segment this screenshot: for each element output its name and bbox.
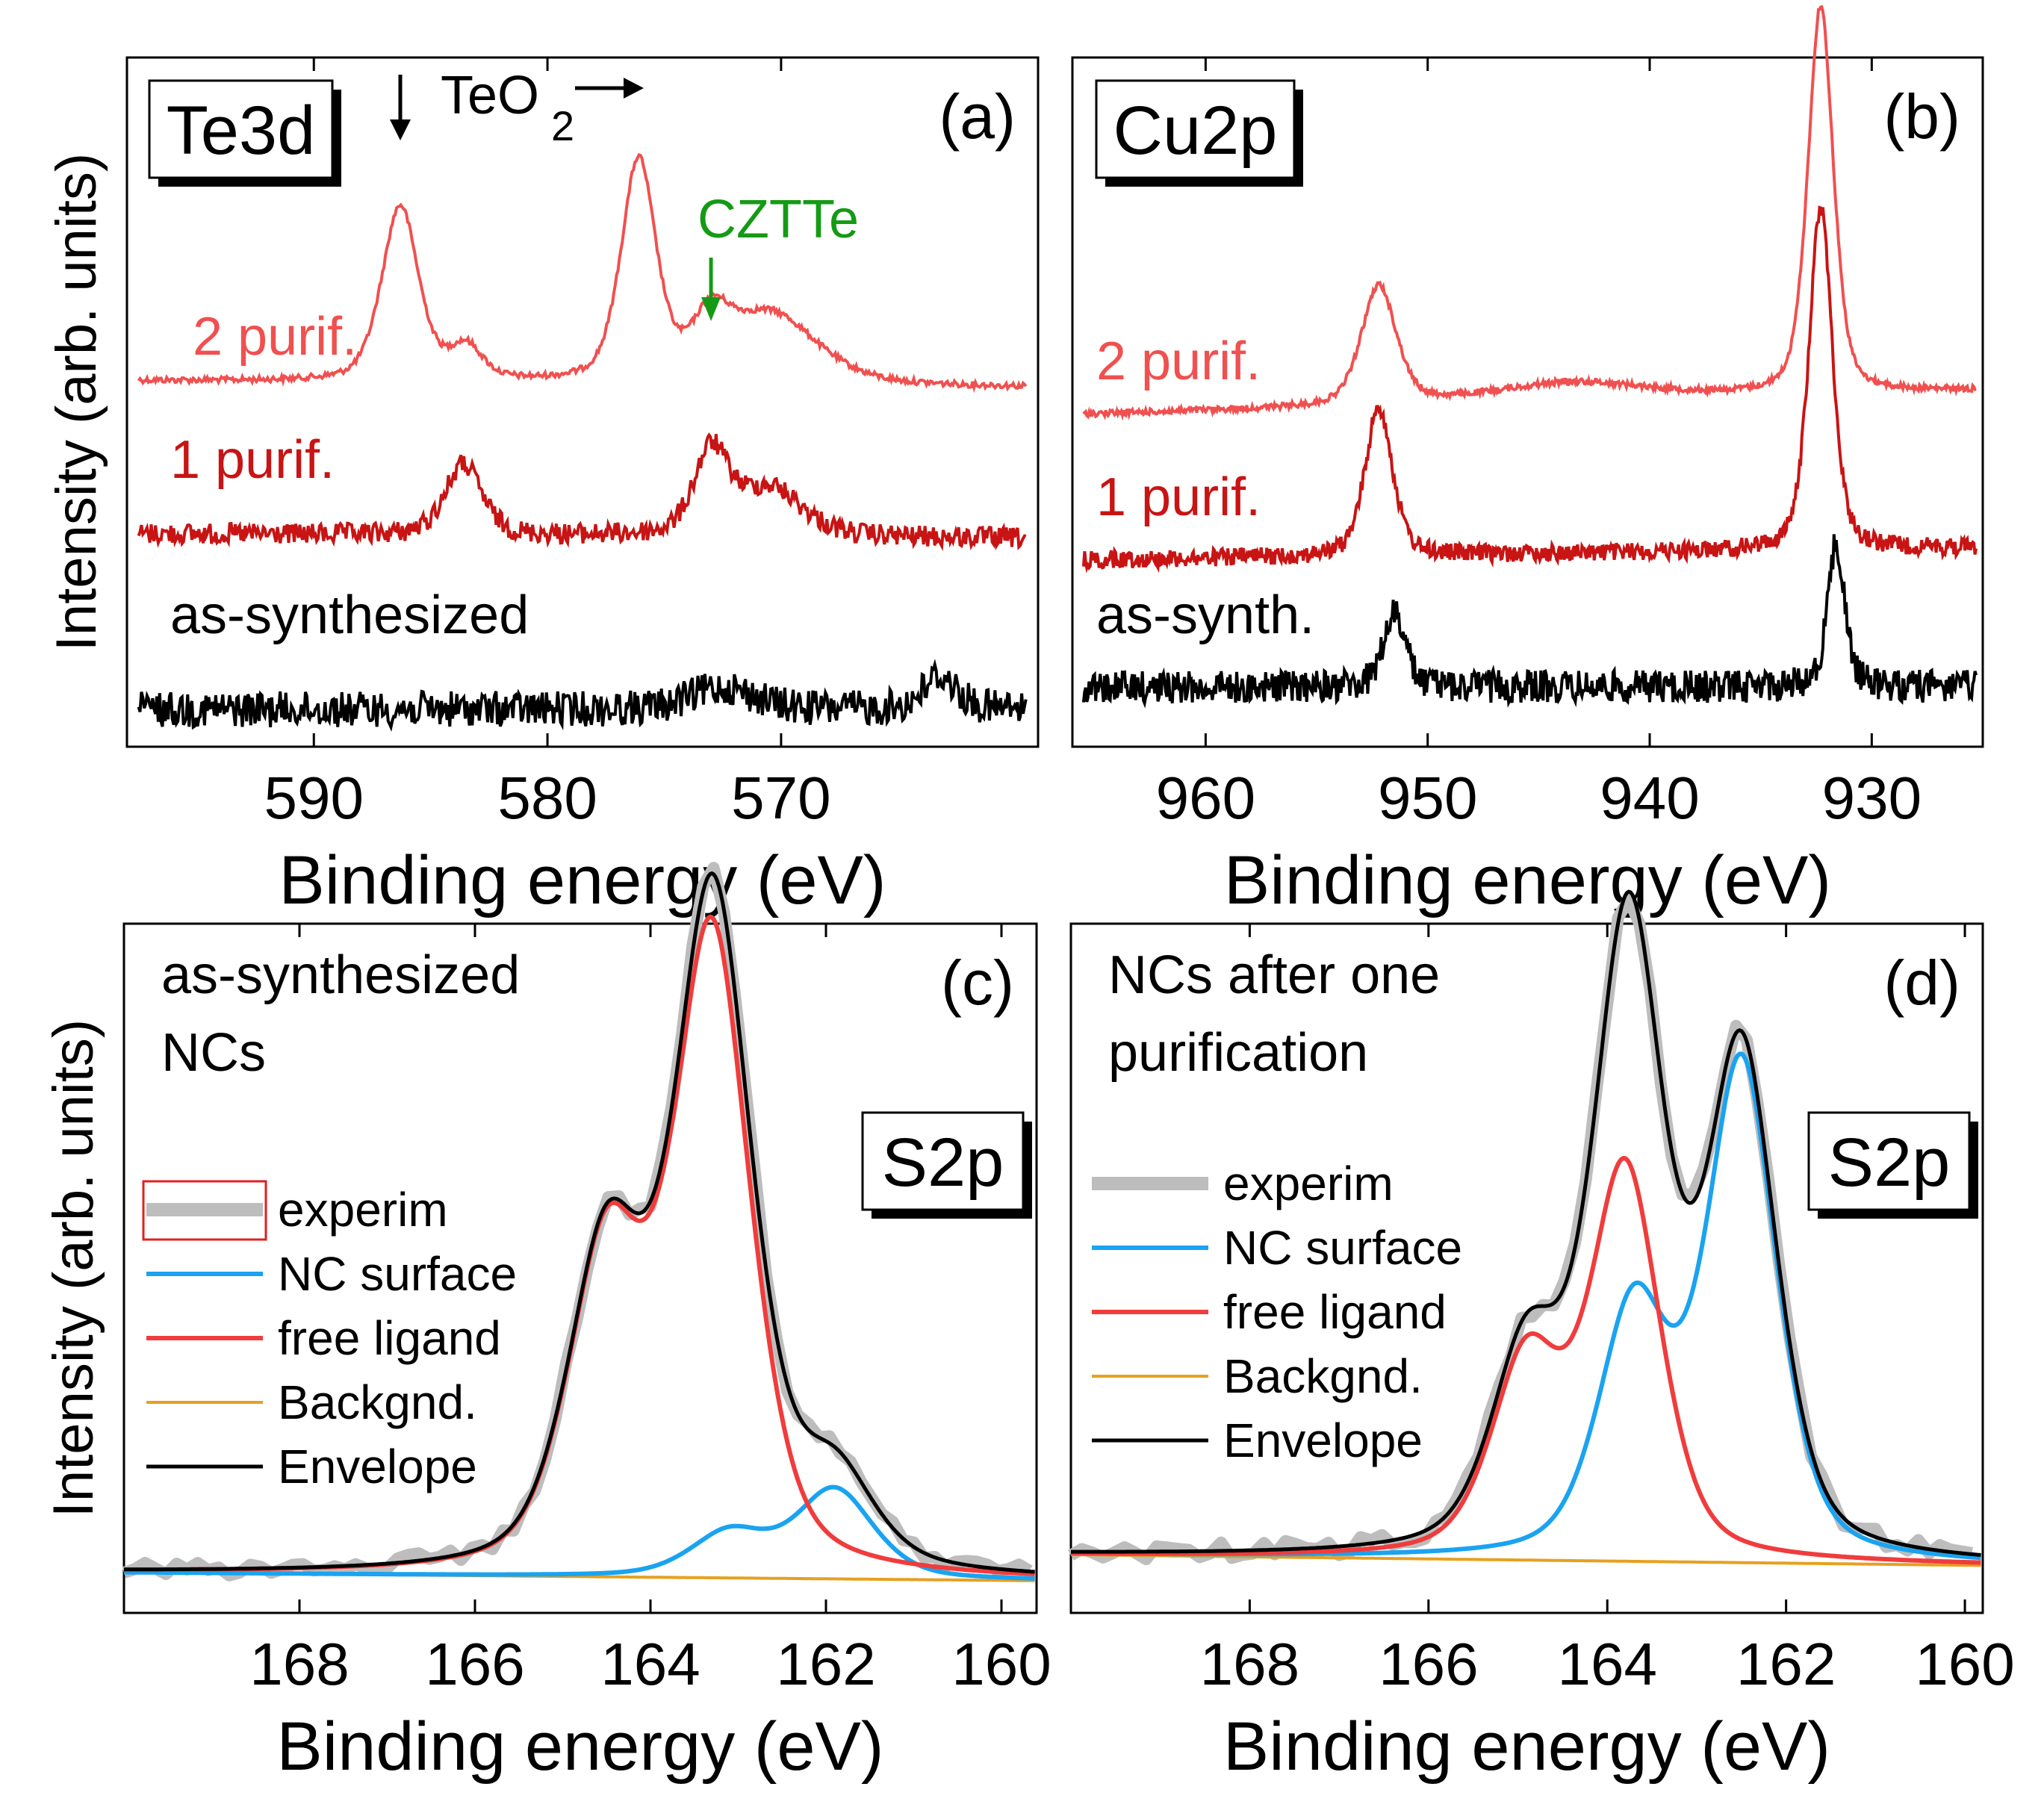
panel-a-panel-label: (a) <box>939 81 1016 152</box>
panel-b-xtick-label: 950 <box>1378 765 1477 831</box>
panel-d-title-line: purification <box>1108 1023 1368 1083</box>
panel-d-background-trace <box>1070 1553 1981 1567</box>
box-label-frame <box>148 79 334 179</box>
panel-d-xtick-label: 168 <box>1200 1631 1299 1697</box>
annotation-teo2-subscript: 2 <box>551 102 574 149</box>
panel-c-panel-label: (c) <box>941 948 1014 1018</box>
panel-c-legend-label: Backgnd. <box>278 1375 477 1429</box>
panel-c-xtick-label: 160 <box>951 1631 1051 1697</box>
panel-b-trace-label-2: 1 purif. <box>1096 467 1261 527</box>
panel-a-trace-label-1: 2 purif. <box>193 307 357 367</box>
panel-d-panel-label: (d) <box>1883 948 1960 1018</box>
panel-a-trace-1 <box>137 152 1028 394</box>
panel-a-xtick-label: 570 <box>731 765 830 831</box>
panel-c-legend-highlight <box>142 1180 267 1241</box>
panel-c-title: as-synthesized NCs <box>161 945 520 1083</box>
box-label-frame <box>1807 1111 1971 1211</box>
arrow-down-icon <box>701 297 721 321</box>
panel-b-trace-3 <box>1081 534 1978 709</box>
panel-c-plot-frame <box>122 922 1038 1614</box>
panel-d-legend-label: Backgnd. <box>1223 1349 1423 1403</box>
panel-d-title-line: NCs after one <box>1108 945 1440 1005</box>
panel-d-free-ligand-trace <box>1071 1155 1981 1565</box>
panel-a-trace-label-3: as-synthesized <box>170 585 529 645</box>
panel-d-xtick-label: 162 <box>1736 1631 1836 1697</box>
box-label-text: S2p <box>882 1125 1004 1201</box>
arrow-down-icon <box>390 119 411 140</box>
box-label-frame <box>1095 79 1296 179</box>
panel-c-legend-label: NC surface <box>278 1247 517 1301</box>
panel-c-xtick-label: 162 <box>776 1631 875 1697</box>
panel-d-legend-label: NC surface <box>1223 1221 1462 1275</box>
panel-a-trace-label-2: 1 purif. <box>170 430 335 490</box>
panel-c-title-line: as-synthesized <box>161 945 520 1005</box>
panel-c-xtick-label: 164 <box>600 1631 700 1697</box>
panel-b-trace-label-1: 2 purif. <box>1096 332 1261 391</box>
panel-d-x-axis-label: Binding energy (eV) <box>1223 1708 1830 1785</box>
box-label-text: S2p <box>1828 1125 1951 1201</box>
panel-c-legend-label: experim <box>278 1183 448 1237</box>
panel-c-free-ligand-trace <box>124 914 1035 1576</box>
panel-a-trace-3 <box>137 659 1028 733</box>
panel-c-xtick-label: 168 <box>249 1631 349 1697</box>
panel-c-nc-surface-trace <box>124 1484 1035 1581</box>
panel-b-box-label: Cu2p <box>1095 79 1303 187</box>
panel-d-legend-label: free ligand <box>1223 1285 1447 1339</box>
panel-b-xtick-label: 940 <box>1600 765 1699 831</box>
box-label-text: Cu2p <box>1113 93 1278 169</box>
annotation-teo2: TeO <box>441 66 539 125</box>
panel-b-plot-frame <box>1071 56 1984 748</box>
panel-a-plot-frame <box>125 56 1040 748</box>
panel-d-xtick-label: 160 <box>1915 1631 2014 1697</box>
panel-b-xtick-label: 930 <box>1822 765 1922 831</box>
panel-d-legend-label: Envelope <box>1223 1414 1423 1467</box>
panel-d-legend-label: experim <box>1223 1157 1394 1210</box>
panel-d-title: NCs after one purification <box>1108 945 1440 1083</box>
panel-b-xtick-label: 960 <box>1156 765 1255 831</box>
panel-c-envelope-trace <box>124 871 1035 1574</box>
panel-b-panel-label: (b) <box>1883 81 1960 152</box>
panel-a-box-label: Te3d <box>148 79 341 187</box>
box-label-frame <box>861 1111 1025 1211</box>
panel-c-y-axis-label: Intensity (arb. units) <box>42 1019 105 1517</box>
panel-b-trace-1 <box>1082 4 1977 421</box>
panel-d-box-label: S2p <box>1807 1111 1978 1219</box>
annotation-czzte: CZTTe <box>698 190 859 249</box>
panel-a-trace-2 <box>137 432 1027 551</box>
arrow-right-icon <box>624 78 644 99</box>
panel-d-plot-frame <box>1069 922 1984 1614</box>
panel-a-xtick-label: 580 <box>497 765 597 831</box>
panel-d-xtick-label: 166 <box>1379 1631 1478 1697</box>
panel-c-xtick-label: 166 <box>425 1631 524 1697</box>
panel-b-trace-label-3: as-synth. <box>1096 585 1314 645</box>
panel-c-title-line: NCs <box>161 1023 266 1083</box>
panel-b-x-axis-label: Binding energy (eV) <box>1224 842 1831 918</box>
panel-b-trace-2 <box>1081 205 1978 573</box>
panel-a-y-axis-label: Intensity (arb. units) <box>45 153 108 651</box>
panel-a-xtick-label: 590 <box>264 765 364 831</box>
panel-c-legend-label: free ligand <box>278 1311 501 1365</box>
panel-c-legend-label: Envelope <box>278 1440 477 1493</box>
box-label-text: Te3d <box>167 93 316 169</box>
panel-d-xtick-label: 164 <box>1557 1631 1656 1697</box>
panel-a-x-axis-label: Binding energy (eV) <box>279 842 886 918</box>
panel-d-envelope-trace <box>1071 889 1981 1557</box>
panel-c-x-axis-label: Binding energy (eV) <box>276 1708 883 1785</box>
panel-c-box-label: S2p <box>861 1111 1032 1219</box>
